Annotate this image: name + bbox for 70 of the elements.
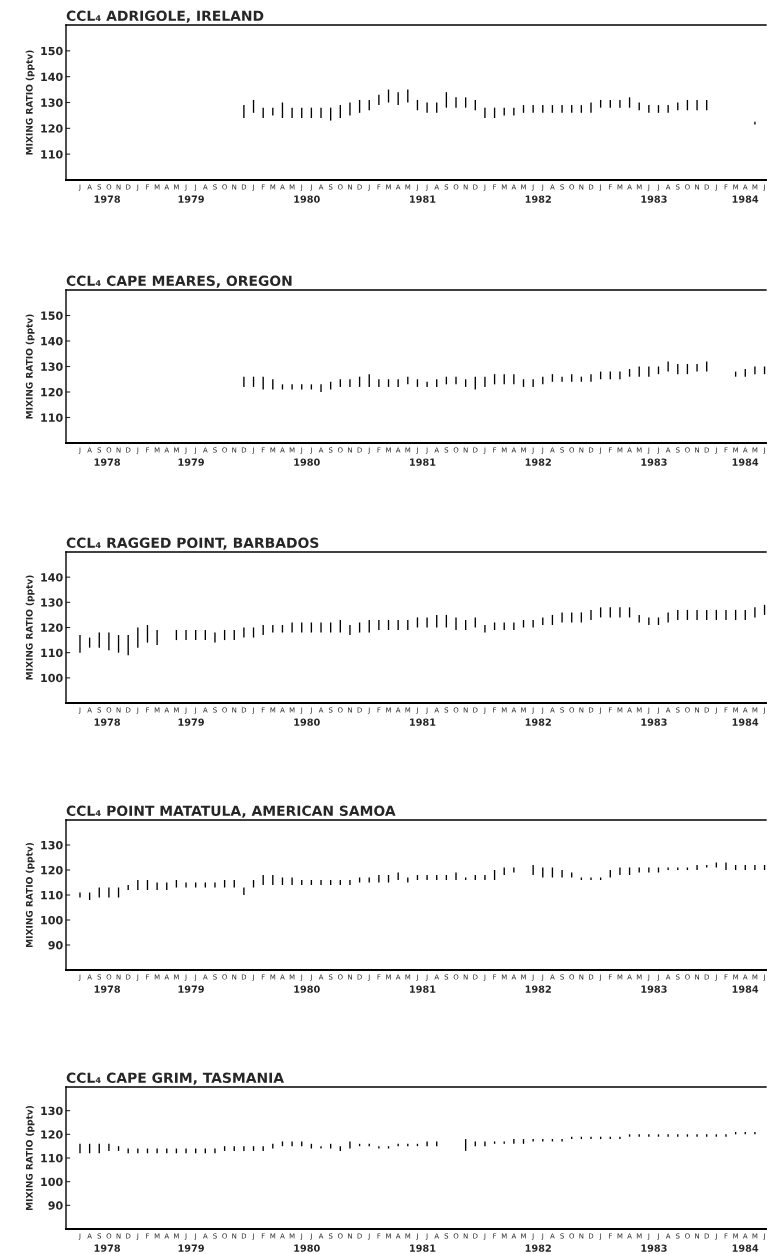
y-axis-title: MIXING RATIO (pptv) [25, 842, 35, 948]
y-axis-title: MIXING RATIO (pptv) [25, 50, 35, 155]
y-tick-label: 130 [41, 598, 63, 607]
x2-tick-label: 1983 [641, 985, 667, 993]
x2-tick-label: 1983 [641, 1244, 667, 1252]
y-tick-label: 120 [41, 124, 63, 133]
x2-tick-label: 1981 [410, 458, 436, 466]
y-tick-label: 120 [41, 623, 63, 632]
chart-title: CCL₄ POINT MATATULA, AMERICAN SAMOA [66, 805, 396, 818]
x2-tick-label: 1984 [732, 718, 759, 726]
x2-tick-label: 1978 [94, 458, 121, 466]
y-axis-title: MIXING RATIO (pptv) [25, 1105, 35, 1211]
x2-tick-label: 1982 [525, 985, 551, 993]
x2-tick-label: 1979 [178, 195, 204, 203]
x2-tick-label: 1979 [178, 458, 204, 466]
chart-title: CCL₄ ADRIGOLE, IRELAND [66, 10, 264, 23]
y-tick-label: 130 [41, 98, 63, 107]
y-axis-title: MIXING RATIO (pptv) [25, 314, 35, 419]
chart-title: CCL₄ RAGGED POINT, BARBADOS [66, 537, 319, 550]
y-tick-label: 130 [41, 362, 63, 371]
y-tick-label: 110 [41, 1153, 63, 1163]
y-tick-label: 150 [41, 311, 63, 320]
x2-tick-label: 1984 [732, 458, 759, 466]
y-tick-label: 150 [41, 46, 63, 56]
x2-tick-label: 1981 [410, 1244, 436, 1252]
y-tick-label: 100 [41, 673, 63, 683]
x2-tick-label: 1982 [525, 458, 551, 466]
x2-tick-label: 1980 [294, 195, 320, 203]
x2-tick-label: 1983 [641, 458, 667, 466]
x2-tick-label: 1979 [178, 985, 204, 993]
y-tick-label: 130 [41, 840, 63, 850]
x2-tick-label: 1980 [294, 985, 320, 993]
x2-tick-label: 1981 [410, 195, 436, 203]
y-tick-label: 140 [41, 573, 63, 582]
x2-tick-label: 1981 [410, 718, 436, 726]
x2-tick-label: 1982 [525, 195, 551, 203]
y-tick-label: 110 [41, 890, 63, 900]
x2-tick-label: 1978 [94, 718, 121, 726]
y-tick-label: 130 [41, 1106, 63, 1116]
y-tick-label: 110 [41, 413, 63, 422]
x2-tick-label: 1978 [94, 195, 121, 203]
x2-tick-label: 1983 [641, 718, 667, 726]
x2-tick-label: 1981 [410, 985, 436, 993]
y-tick-label: 110 [41, 150, 63, 159]
x2-tick-label: 1980 [294, 458, 320, 466]
chart-title: CCL₄ CAPE MEARES, OREGON [66, 275, 292, 288]
x2-tick-label: 1982 [525, 1244, 551, 1252]
y-axis-title: MIXING RATIO (pptv) [25, 575, 35, 680]
y-tick-label: 120 [41, 387, 63, 397]
y-tick-label: 110 [41, 648, 63, 658]
x2-tick-label: 1984 [732, 985, 759, 993]
x2-tick-label: 1984 [732, 195, 759, 203]
x2-tick-label: 1980 [294, 1244, 320, 1252]
x2-tick-label: 1978 [94, 1244, 121, 1252]
y-tick-label: 120 [41, 1130, 63, 1139]
y-tick-label: 100 [41, 915, 63, 925]
x2-tick-label: 1982 [525, 718, 551, 726]
y-tick-label: 140 [41, 336, 63, 346]
y-tick-label: 90 [48, 940, 63, 950]
y-tick-label: 120 [41, 865, 63, 875]
y-tick-label: 140 [41, 72, 63, 82]
x2-tick-label: 1979 [178, 718, 204, 726]
y-tick-label: 100 [41, 1177, 63, 1187]
x2-tick-label: 1984 [732, 1244, 759, 1252]
chart-title: CCL₄ CAPE GRIM, TASMANIA [66, 1072, 284, 1085]
x2-tick-label: 1980 [294, 718, 320, 726]
x2-tick-label: 1979 [178, 1244, 204, 1252]
y-tick-label: 90 [48, 1201, 63, 1210]
x2-tick-label: 1978 [94, 985, 121, 993]
x2-tick-label: 1983 [641, 195, 667, 203]
